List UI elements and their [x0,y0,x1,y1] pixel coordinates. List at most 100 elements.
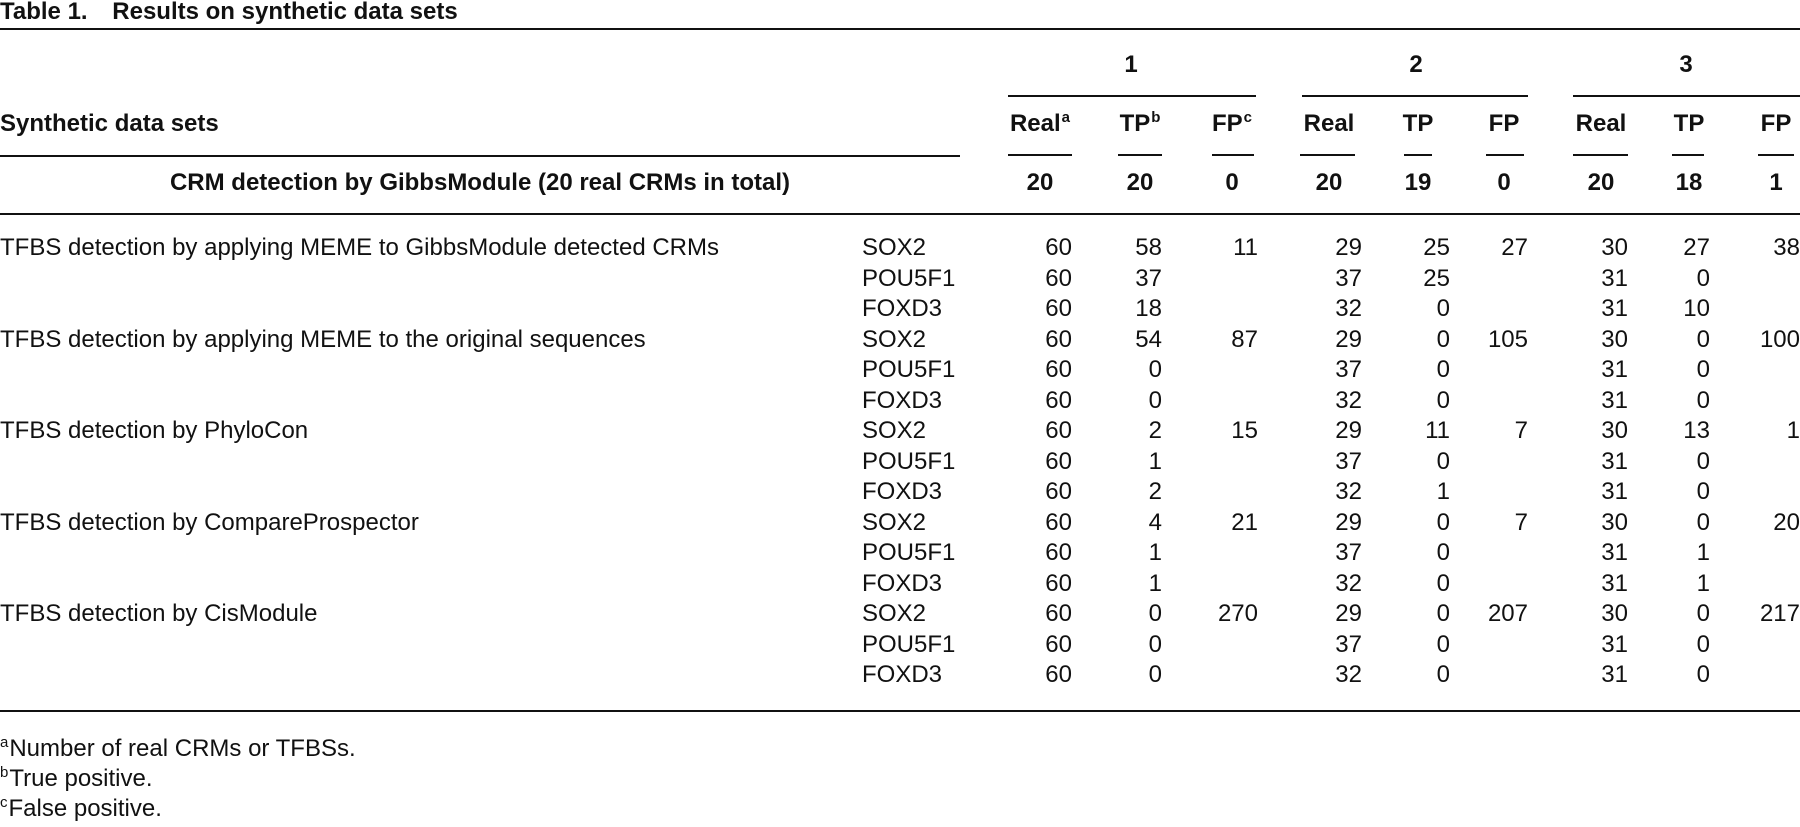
crm-row-value: 20 [1026,169,1054,196]
group-rule-2 [1302,95,1528,97]
table-cell: 54 [1135,326,1162,353]
table-cell: 30 [1601,600,1628,627]
tf-name: POU5F1 [862,356,956,383]
group-header-1: 1 [1124,51,1138,78]
table-cell: 29 [1335,600,1362,627]
header-label-rule [0,155,960,157]
table-cell: 60 [1045,448,1072,475]
group-header-3: 3 [1679,51,1693,78]
column-header-text: FP [1488,110,1520,137]
crm-row-value: 20 [1315,169,1343,196]
table-cell: 37 [1335,265,1362,292]
table-cell: 0 [1696,265,1710,292]
column-header: Real [1556,109,1646,139]
table-cell: 31 [1601,295,1628,322]
top-rule [0,28,1800,30]
table-cell: 0 [1696,509,1710,536]
crm-row-value: 18 [1675,169,1703,196]
column-header-underline [1300,154,1355,156]
table-cell: 31 [1601,661,1628,688]
tf-name: FOXD3 [862,295,943,322]
footnote: cFalse positive. [0,794,162,824]
table-cell: 0 [1148,631,1162,658]
table-cell: 0 [1436,295,1450,322]
column-header-text: TP [1673,110,1705,137]
table-cell: 0 [1436,661,1450,688]
bottom-rule [0,710,1800,712]
table-cell: 29 [1335,509,1362,536]
mid-rule [0,213,1800,215]
column-header: TPb [1095,109,1185,139]
table-cell: 207 [1487,600,1528,627]
tf-name: POU5F1 [862,448,956,475]
column-header-text: TP [1119,110,1151,137]
crm-row-value: 19 [1404,169,1432,196]
table-cell: 20 [1773,509,1800,536]
crm-row-value: 20 [1126,169,1154,196]
table-cell: 0 [1436,326,1450,353]
table-cell: 58 [1135,234,1162,261]
column-header-text: Real [1575,110,1627,137]
table-cell: 60 [1045,234,1072,261]
tf-name: SOX2 [862,326,927,353]
column-header-underline [1486,154,1524,156]
group-header-2: 2 [1409,51,1423,78]
table-cell: 0 [1436,356,1450,383]
table-cell: 60 [1045,478,1072,505]
table-cell: 0 [1436,570,1450,597]
column-header-text: Real [1303,110,1355,137]
column-header: TP [1644,109,1734,139]
table-cell: 60 [1045,356,1072,383]
tf-name: FOXD3 [862,570,943,597]
table-cell: 27 [1683,234,1710,261]
column-header: Reala [995,109,1085,139]
table-cell: 11 [1233,234,1258,261]
table-cell: 32 [1335,570,1362,597]
table-cell: 0 [1436,387,1450,414]
column-header-underline [1672,154,1704,156]
table-cell: 30 [1601,326,1628,353]
footnote-text: Number of real CRMs or TFBSs. [9,735,356,762]
table-cell: 18 [1135,295,1162,322]
table-cell: 0 [1696,356,1710,383]
table-cell: 32 [1335,478,1362,505]
table-cell: 270 [1217,600,1258,627]
column-header-text: FP [1760,110,1792,137]
tf-name: POU5F1 [862,539,956,566]
table-cell: 0 [1696,600,1710,627]
table-cell: 21 [1231,509,1258,536]
column-header-text: Real [1009,110,1061,137]
method-label: TFBS detection by applying MEME to the o… [0,326,646,353]
table-cell: 1 [1148,448,1162,475]
table-cell: 29 [1335,417,1362,444]
table-cell: 1 [1148,570,1162,597]
tf-name: FOXD3 [862,661,943,688]
column-header-underline [1573,154,1628,156]
table-cell: 37 [1335,448,1362,475]
table-cell: 31 [1601,478,1628,505]
table-cell: 60 [1045,509,1072,536]
method-label: TFBS detection by CisModule [0,600,318,627]
table-cell: 38 [1773,234,1800,261]
table-cell: 60 [1045,539,1072,566]
header-row-label: Synthetic data sets [0,110,219,137]
table-cell: 31 [1601,448,1628,475]
table-cell: 4 [1148,509,1162,536]
tf-name: FOXD3 [862,387,943,414]
table-cell: 32 [1335,387,1362,414]
crm-row-value: 1 [1769,169,1783,196]
table-cell: 37 [1335,356,1362,383]
table-cell: 37 [1335,539,1362,566]
table-cell: 27 [1501,234,1528,261]
crm-row-value: 0 [1225,169,1239,196]
tf-name: SOX2 [862,417,927,444]
method-label: TFBS detection by applying MEME to Gibbs… [0,234,719,261]
table-cell: 1 [1148,539,1162,566]
table-cell: 31 [1601,387,1628,414]
column-header-text: FP [1211,110,1243,137]
footnote-text: False positive. [8,795,162,822]
table-cell: 2 [1148,478,1162,505]
tf-name: SOX2 [862,600,927,627]
table-cell: 29 [1335,326,1362,353]
table-cell: 30 [1601,509,1628,536]
